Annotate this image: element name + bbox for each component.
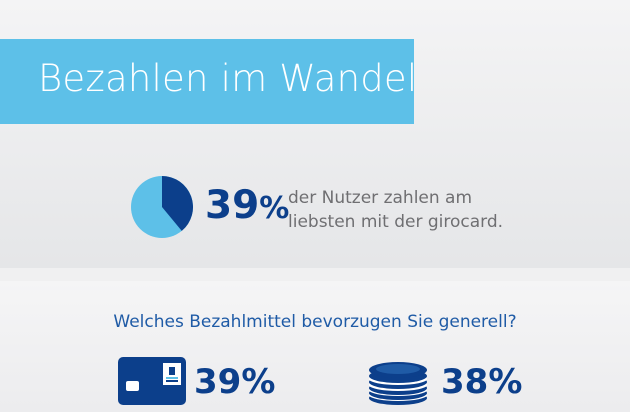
highlight-description-line1: der Nutzer zahlen am <box>288 188 473 208</box>
page-title: Bezahlen im Wandel <box>38 57 418 100</box>
survey-coins-percent: 38% <box>441 362 523 402</box>
coins-icon <box>369 362 427 405</box>
highlight-percent-sign: % <box>259 191 290 226</box>
survey-card-percent: 39% <box>194 362 276 402</box>
bank-card-icon <box>118 357 186 405</box>
highlight-percent-value: 39 <box>205 183 260 228</box>
bottom-panel <box>0 281 630 412</box>
pie-chart-icon <box>131 176 193 238</box>
highlight-description-line2: liebsten mit der girocard. <box>288 212 504 232</box>
highlight-description: der Nutzer zahlen am liebsten mit der gi… <box>288 186 503 234</box>
pie-highlight-slice <box>162 176 193 231</box>
title-banner: Bezahlen im Wandel <box>0 39 418 124</box>
highlight-percent: 39% <box>205 184 289 231</box>
survey-question: Welches Bezahlmittel bevorzugen Sie gene… <box>113 312 517 332</box>
